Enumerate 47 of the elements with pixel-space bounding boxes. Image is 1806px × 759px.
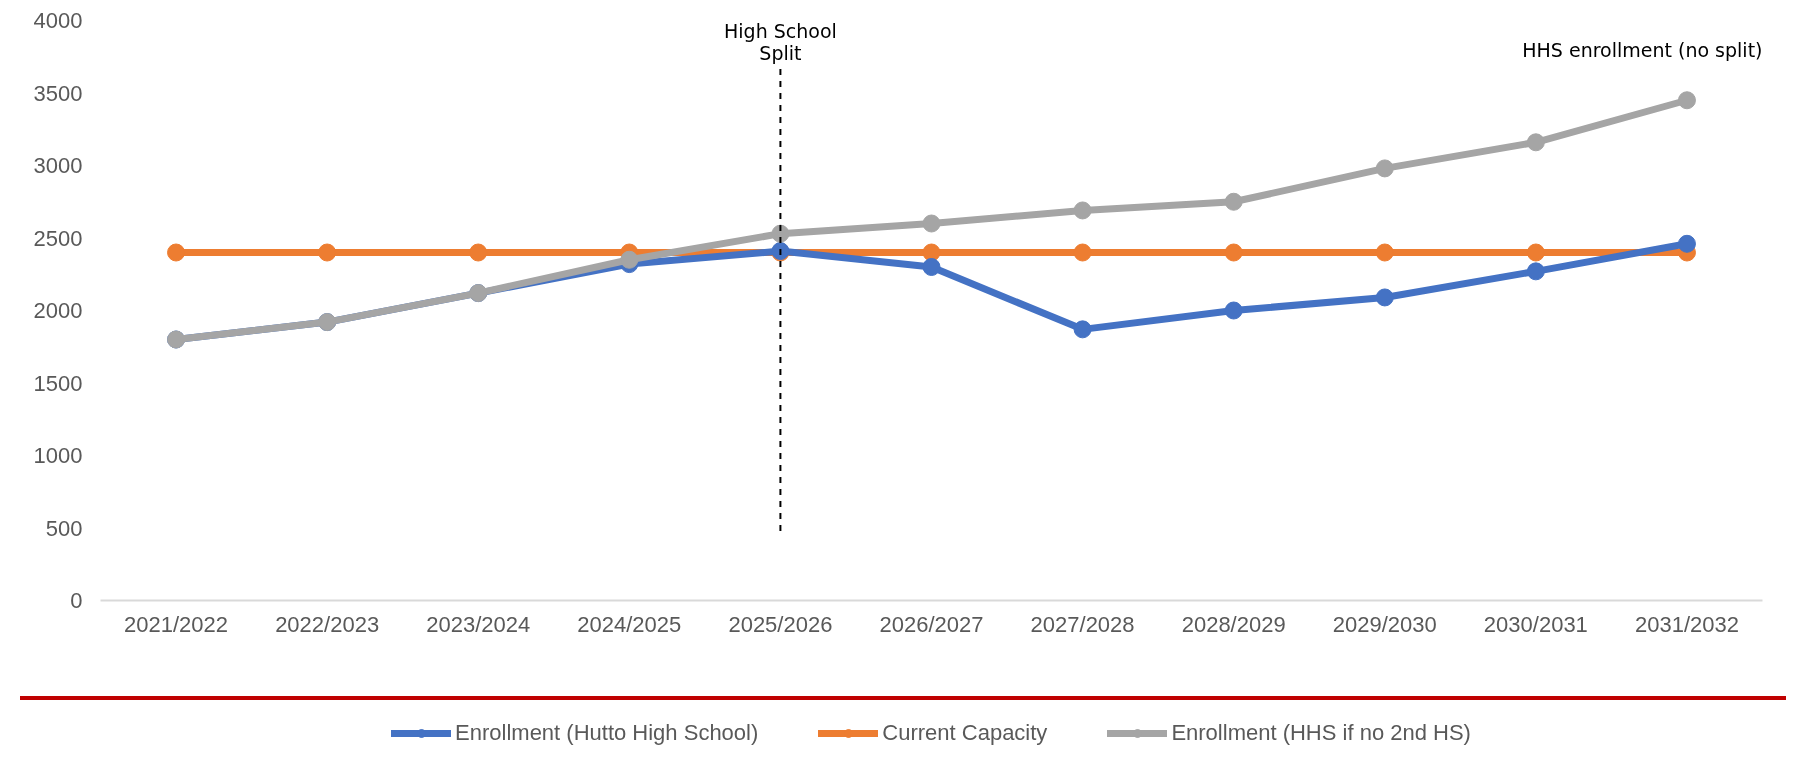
x-tick-label: 2027/2028 <box>1030 611 1135 637</box>
point <box>1073 320 1092 339</box>
annotation: HHS enrollment (no split) <box>1522 38 1763 61</box>
y-tick-label: 1000 <box>33 443 83 468</box>
x-tick-label: 2028/2029 <box>1181 611 1286 637</box>
y-tick-label: 500 <box>45 515 83 541</box>
point <box>922 214 941 233</box>
y-tick-label: 3500 <box>33 80 83 106</box>
x-tick-label: 2025/2026 <box>728 611 833 637</box>
y-tick-label: 2000 <box>33 298 83 323</box>
point <box>922 258 941 276</box>
point <box>1677 234 1696 253</box>
point <box>1526 262 1545 281</box>
point <box>771 224 790 243</box>
point <box>1073 201 1092 220</box>
x-tick-label: 2030/2031 <box>1483 611 1588 637</box>
point <box>1375 159 1394 178</box>
y-tick-label: 1500 <box>33 370 83 396</box>
x-tick-label: 2023/2024 <box>426 611 531 637</box>
point <box>1224 243 1243 262</box>
point <box>167 243 186 262</box>
y-tick-label: 3000 <box>33 153 83 178</box>
x-tick-label: 2031/2032 <box>1634 611 1739 637</box>
x-tick-label: 2021/2022 <box>124 611 229 637</box>
point <box>469 243 488 262</box>
legend-label: Enrollment (HHS if no 2nd HS) <box>1171 720 1471 746</box>
point <box>1375 288 1394 307</box>
x-tick-label: 2029/2030 <box>1332 611 1437 637</box>
point <box>1224 192 1243 211</box>
point <box>1677 91 1696 110</box>
legend-label: Current Capacity <box>882 720 1048 746</box>
point <box>1375 243 1394 262</box>
point <box>922 243 941 262</box>
y-tick-label: 2500 <box>33 225 83 251</box>
y-tick-label: 0 <box>70 588 83 613</box>
point <box>318 243 337 262</box>
ref-line-label: High School Split <box>724 20 837 64</box>
y-tick-label: 4000 <box>33 8 83 33</box>
point <box>1526 133 1545 152</box>
x-tick-label: 2024/2025 <box>577 611 682 637</box>
point <box>1224 301 1243 320</box>
x-tick-label: 2022/2023 <box>275 611 380 637</box>
x-tick-label: 2026/2027 <box>879 611 984 637</box>
legend-label: Enrollment (Hutto High School) <box>455 720 759 746</box>
point <box>1073 243 1092 262</box>
point <box>1526 243 1545 262</box>
point <box>620 250 639 269</box>
